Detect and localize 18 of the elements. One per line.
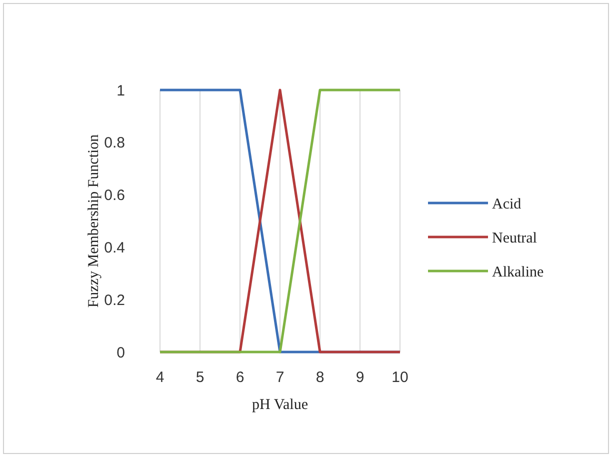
x-tick-label: 9 bbox=[356, 369, 364, 386]
x-tick-label: 10 bbox=[392, 369, 408, 386]
legend-label: Acid bbox=[492, 196, 522, 212]
x-tick-label: 7 bbox=[276, 369, 284, 386]
legend-label: Alkaline bbox=[492, 264, 544, 280]
x-tick-label: 6 bbox=[236, 369, 244, 386]
x-tick-label: 8 bbox=[316, 369, 324, 386]
x-tick-label: 5 bbox=[196, 369, 204, 386]
x-axis-title: pH Value bbox=[252, 397, 308, 413]
y-tick-label: 0.8 bbox=[104, 134, 125, 152]
y-tick-label: 0.2 bbox=[104, 292, 125, 309]
y-tick-label: 0.4 bbox=[104, 239, 125, 256]
y-tick-label: 1 bbox=[116, 82, 125, 100]
y-axis-title: Fuzzy Membership Function bbox=[86, 134, 102, 308]
y-tick-label: 0.6 bbox=[104, 187, 125, 204]
legend-label: Neutral bbox=[492, 230, 537, 246]
y-tick-label: 0 bbox=[116, 344, 125, 362]
x-tick-label: 4 bbox=[156, 369, 164, 386]
